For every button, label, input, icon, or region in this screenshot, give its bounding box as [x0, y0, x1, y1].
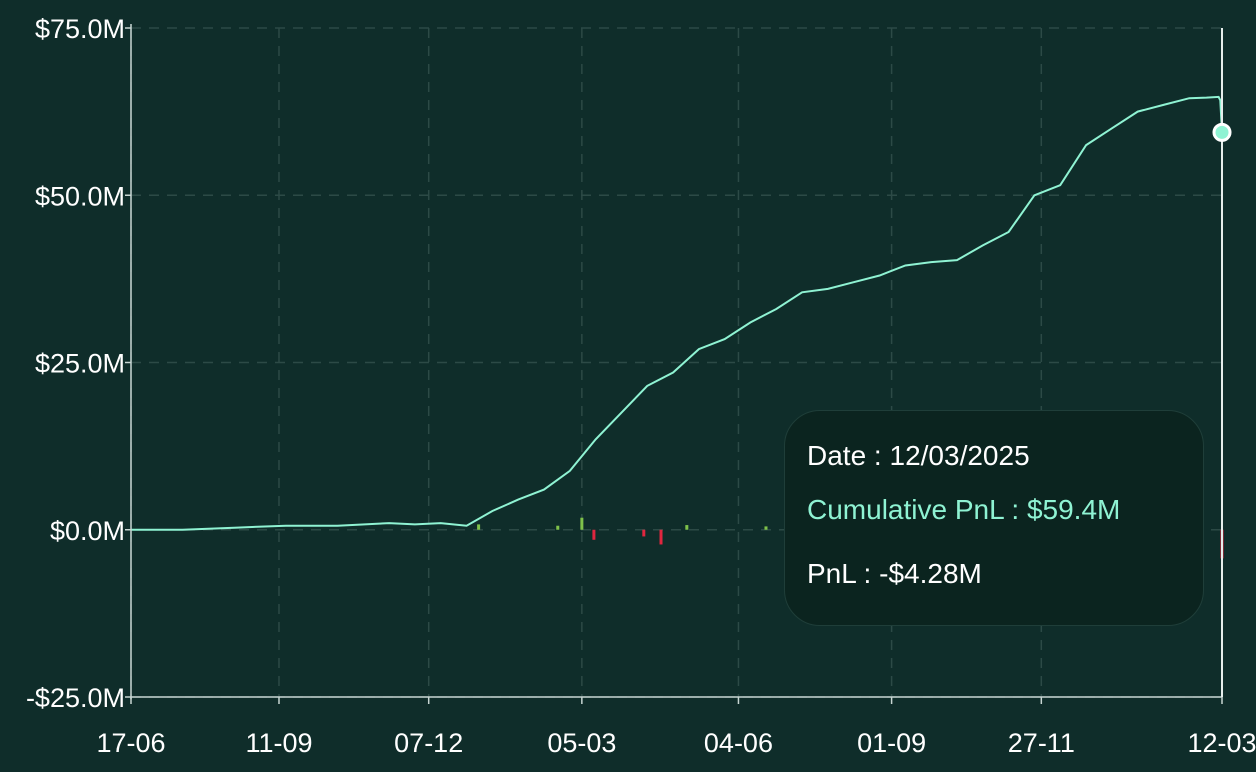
tooltip-date-row: Date : 12/03/2025 — [807, 439, 1181, 473]
pnl-bar — [642, 529, 646, 537]
x-tick-label: 17-06 — [96, 728, 165, 758]
tooltip-cumulative-row: Cumulative PnL : $59.4M — [807, 493, 1181, 527]
tooltip-separator: : — [866, 440, 890, 471]
tooltip: Date : 12/03/2025 Cumulative PnL : $59.4… — [784, 410, 1204, 626]
y-axis-ticks: $75.0M $50.0M $25.0M $0.0M -$25.0M — [26, 14, 131, 713]
tooltip-cumulative-value: $59.4M — [1026, 494, 1121, 525]
x-tick-label: 27-11 — [1008, 728, 1075, 758]
tooltip-date-value: 12/03/2025 — [889, 440, 1030, 471]
tooltip-pnl-row: PnL : -$4.28M — [807, 557, 1181, 591]
tooltip-cumulative-label: Cumulative PnL — [807, 494, 1004, 525]
tooltip-date-label: Date — [807, 440, 867, 471]
y-tick-label: -$25.0M — [26, 683, 125, 713]
y-tick-label: $0.0M — [50, 516, 125, 546]
x-tick-label: 05-03 — [547, 728, 616, 758]
pnl-bar — [580, 517, 584, 530]
y-tick-label: $50.0M — [35, 181, 125, 211]
y-tick-label: $25.0M — [35, 349, 125, 379]
axes — [130, 24, 1222, 699]
x-tick-label: 01-09 — [857, 728, 926, 758]
pnl-bar — [685, 525, 689, 530]
tooltip-separator: : — [1003, 494, 1027, 525]
x-axis-ticks: 17-06 11-09 07-12 05-03 04-06 01-09 27-11 12-03 — [96, 697, 1256, 758]
y-tick-label: $75.0M — [35, 14, 125, 44]
cumulative-pnl-line — [131, 95, 1223, 531]
x-tick-label: 11-09 — [245, 728, 312, 758]
tooltip-pnl-value: -$4.28M — [879, 558, 982, 589]
hover-marker[interactable] — [1212, 122, 1232, 142]
x-tick-label: 12-03 — [1187, 728, 1256, 758]
pnl-bar — [592, 529, 596, 540]
tooltip-separator: : — [855, 558, 880, 589]
pnl-bar — [659, 529, 663, 545]
pnl-bar — [556, 525, 560, 530]
pnl-bar — [764, 526, 768, 530]
pnl-bar — [477, 524, 481, 530]
x-tick-label: 07-12 — [394, 728, 463, 758]
x-tick-label: 04-06 — [704, 728, 773, 758]
tooltip-pnl-label: PnL — [807, 558, 856, 589]
